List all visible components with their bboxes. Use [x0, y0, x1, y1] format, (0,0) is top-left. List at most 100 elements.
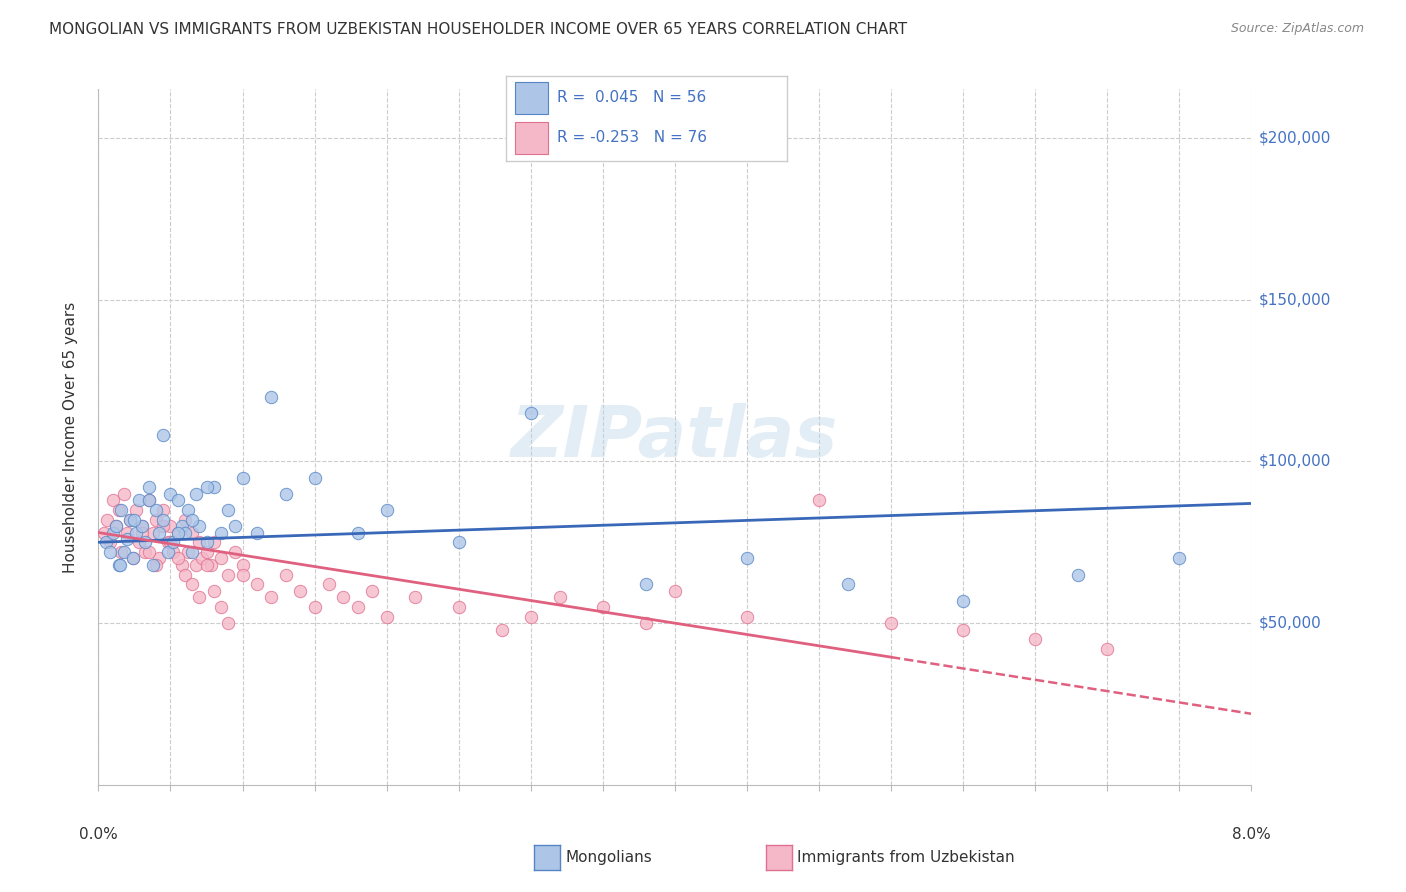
- Point: [159, 535, 181, 549]
- Point: [104, 519, 127, 533]
- Point: [101, 525, 124, 540]
- Point: [128, 493, 150, 508]
- Text: Mongolians: Mongolians: [565, 850, 652, 864]
- Point: [138, 493, 160, 508]
- Point: [166, 493, 188, 508]
- Point: [346, 599, 368, 614]
- Point: [131, 525, 153, 540]
- Point: [177, 545, 200, 559]
- Point: [290, 583, 312, 598]
- Point: [128, 535, 150, 549]
- Point: [519, 406, 541, 420]
- Text: 0.0%: 0.0%: [79, 827, 118, 841]
- Point: [117, 532, 138, 546]
- Point: [246, 525, 269, 540]
- Point: [174, 513, 197, 527]
- Point: [156, 545, 179, 559]
- Point: [110, 503, 132, 517]
- Point: [231, 470, 254, 484]
- Point: [217, 616, 239, 631]
- Point: [209, 551, 232, 566]
- Point: [174, 567, 197, 582]
- Point: [152, 428, 174, 442]
- Point: [93, 525, 115, 540]
- Point: [142, 558, 165, 572]
- Point: [217, 503, 239, 517]
- Point: [117, 525, 138, 540]
- Bar: [515, 121, 548, 153]
- Point: [807, 493, 830, 508]
- Point: [200, 558, 222, 572]
- Point: [94, 535, 117, 549]
- Point: [195, 545, 218, 559]
- Point: [96, 513, 118, 527]
- Point: [361, 583, 384, 598]
- Point: [1097, 642, 1119, 657]
- Point: [346, 525, 368, 540]
- Text: $200,000: $200,000: [1258, 130, 1330, 145]
- Point: [260, 390, 283, 404]
- Point: [880, 616, 903, 631]
- Point: [152, 513, 174, 527]
- Point: [274, 567, 297, 582]
- Point: [124, 513, 146, 527]
- Point: [181, 525, 204, 540]
- Text: R = -0.253   N = 76: R = -0.253 N = 76: [557, 130, 707, 145]
- Point: [548, 591, 571, 605]
- Point: [636, 577, 658, 591]
- Point: [318, 577, 340, 591]
- Point: [405, 591, 427, 605]
- Point: [125, 525, 148, 540]
- Point: [120, 513, 142, 527]
- Point: [188, 535, 211, 549]
- Point: [134, 535, 156, 549]
- Point: [108, 558, 131, 572]
- Point: [186, 558, 208, 572]
- Text: $100,000: $100,000: [1258, 454, 1330, 469]
- Point: [332, 591, 354, 605]
- Point: [145, 503, 167, 517]
- Point: [166, 551, 188, 566]
- Point: [177, 503, 200, 517]
- Point: [195, 535, 218, 549]
- Point: [181, 577, 204, 591]
- Point: [110, 545, 132, 559]
- Point: [145, 558, 167, 572]
- Point: [592, 599, 614, 614]
- Point: [1024, 632, 1046, 647]
- Point: [156, 535, 179, 549]
- Point: [202, 583, 225, 598]
- Point: [217, 567, 239, 582]
- Point: [246, 577, 269, 591]
- Point: [145, 513, 167, 527]
- Point: [260, 591, 283, 605]
- Point: [231, 558, 254, 572]
- Point: [107, 503, 129, 517]
- Text: Immigrants from Uzbekistan: Immigrants from Uzbekistan: [797, 850, 1015, 864]
- Point: [231, 567, 254, 582]
- Point: [304, 599, 326, 614]
- Point: [166, 525, 188, 540]
- Text: $50,000: $50,000: [1258, 615, 1322, 631]
- Point: [664, 583, 686, 598]
- Point: [101, 493, 124, 508]
- Point: [159, 486, 181, 500]
- Point: [195, 480, 218, 494]
- Point: [122, 551, 145, 566]
- Point: [447, 599, 470, 614]
- Text: 8.0%: 8.0%: [1232, 827, 1271, 841]
- Point: [98, 535, 121, 549]
- Point: [447, 535, 470, 549]
- Point: [952, 593, 974, 607]
- Point: [134, 545, 156, 559]
- Point: [170, 558, 193, 572]
- Point: [186, 486, 208, 500]
- Point: [125, 503, 148, 517]
- Point: [181, 545, 204, 559]
- Text: $150,000: $150,000: [1258, 292, 1330, 307]
- Point: [162, 535, 184, 549]
- Point: [375, 503, 398, 517]
- Point: [224, 545, 246, 559]
- Point: [375, 609, 398, 624]
- Point: [202, 535, 225, 549]
